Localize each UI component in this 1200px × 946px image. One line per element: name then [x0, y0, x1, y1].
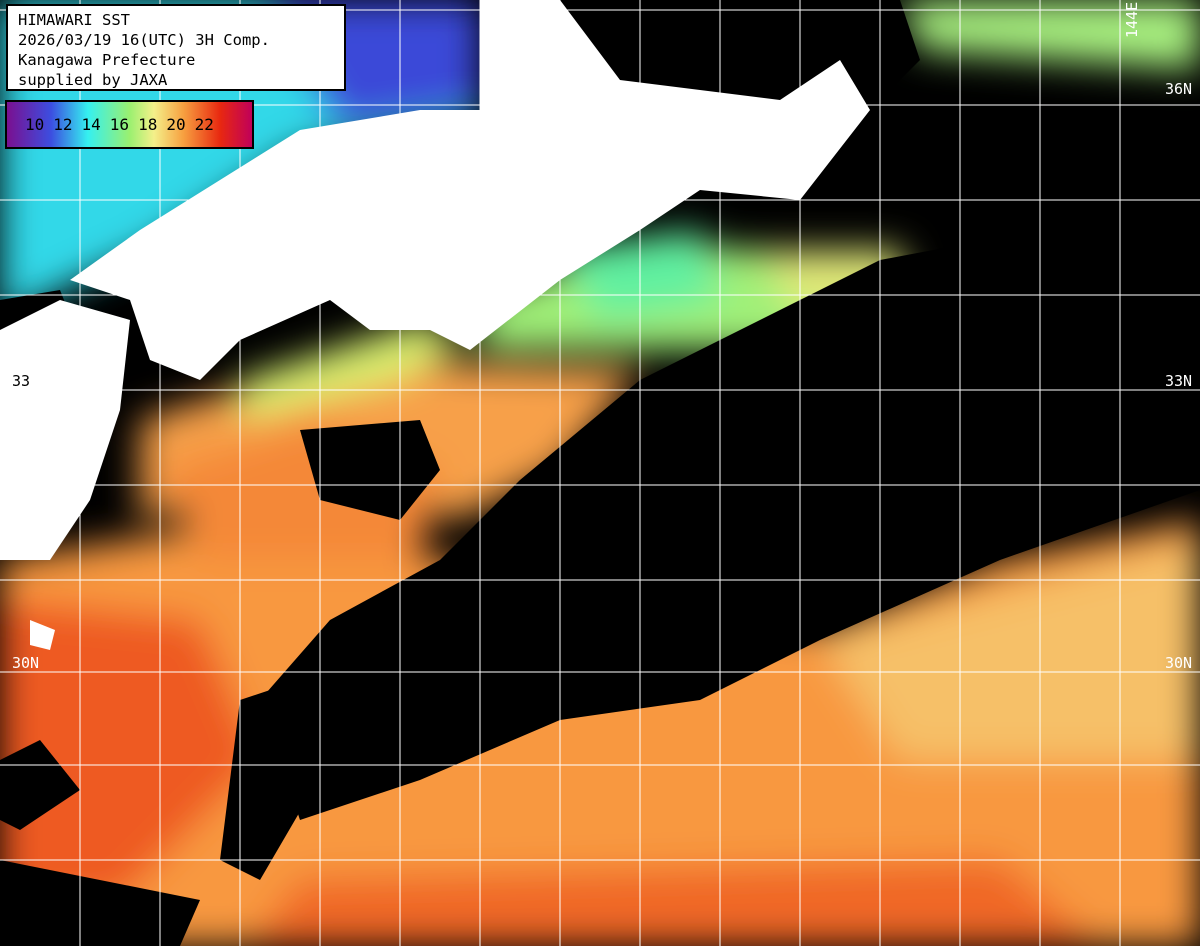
product-title: HIMAWARI SST — [18, 11, 130, 29]
lat-label-33-left: 33 — [12, 372, 31, 390]
legend-tick: 16 — [109, 115, 130, 134]
credit: supplied by JAXA — [18, 71, 168, 89]
lat-label-30n: 30N — [1165, 654, 1193, 672]
legend-tick: 18 — [138, 115, 158, 134]
region: Kanagawa Prefecture — [18, 51, 196, 69]
lat-label-33n: 33N — [1165, 372, 1193, 390]
lon-label-136e: 136E — [482, 1, 500, 38]
legend-tick: 14 — [81, 115, 101, 134]
datetime: 2026/03/19 16(UTC) 3H Comp. — [18, 31, 270, 49]
land — [0, 0, 870, 650]
info-box: HIMAWARI SST 2026/03/19 16(UTC) 3H Comp.… — [6, 4, 346, 91]
lat-label-30n-left: 30N — [12, 654, 40, 672]
legend-tick: 22 — [194, 115, 214, 134]
lon-label-144e: 144E — [1123, 1, 1141, 38]
legend-tick: 12 — [53, 115, 73, 134]
lat-label-36n: 36N — [1165, 80, 1193, 98]
color-legend: 10 12 14 16 18 20 22 — [5, 100, 254, 149]
legend-tick: 20 — [166, 115, 186, 134]
legend-tick: 10 — [25, 115, 45, 134]
